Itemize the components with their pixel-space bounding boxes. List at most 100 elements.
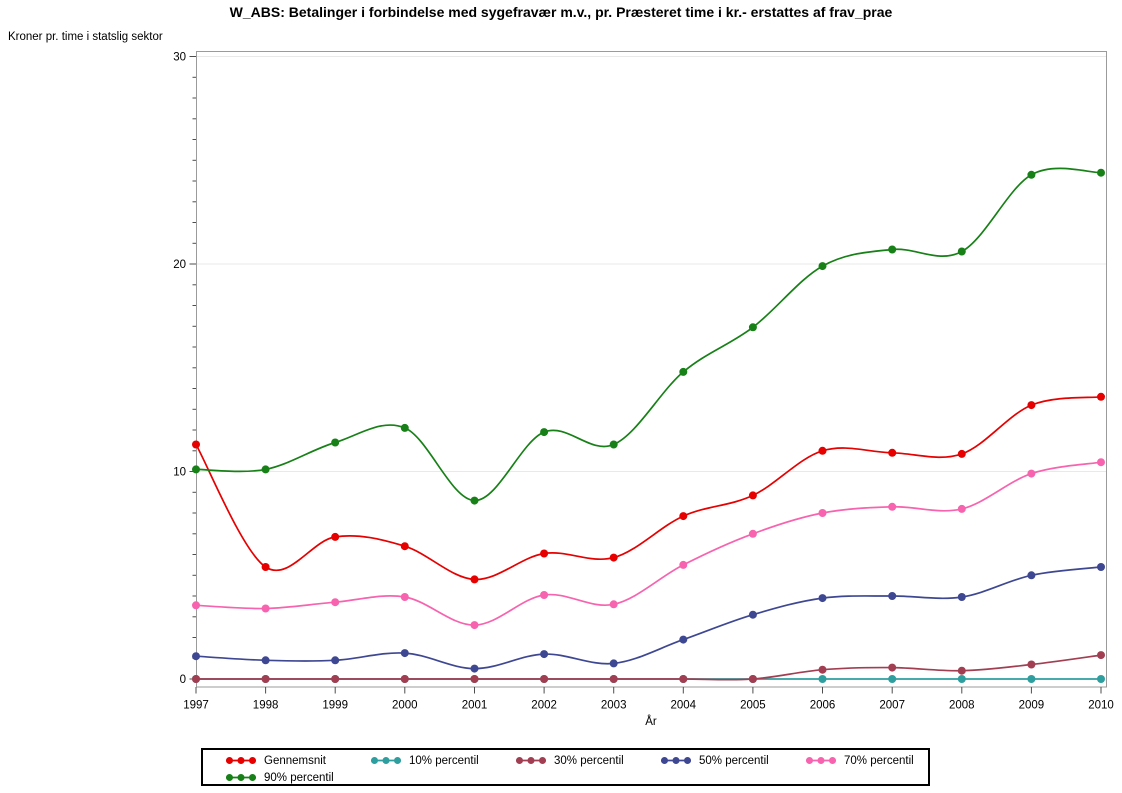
data-point xyxy=(400,649,409,658)
plot-frame xyxy=(196,51,1107,688)
data-point xyxy=(540,650,549,659)
series-70-percentil xyxy=(192,458,1105,630)
x-tick-label: 2010 xyxy=(1088,700,1114,712)
series-line xyxy=(195,461,1102,626)
data-point xyxy=(1097,458,1105,467)
data-point xyxy=(400,423,409,432)
data-point xyxy=(679,560,688,569)
data-point xyxy=(609,600,618,609)
data-point xyxy=(1027,675,1036,683)
data-point xyxy=(400,593,409,601)
legend-item-label: 50% percentil xyxy=(699,754,769,767)
data-point xyxy=(192,465,200,474)
series-line xyxy=(196,654,1102,681)
series-line xyxy=(195,395,1102,581)
data-point xyxy=(1027,170,1036,179)
series-gennemsnit xyxy=(192,392,1105,584)
data-point xyxy=(540,591,549,599)
data-point xyxy=(888,663,897,672)
x-tick-label: 2005 xyxy=(740,700,766,712)
data-point xyxy=(470,675,479,683)
legend: Gennemsnit 10% percentil 30% percentil 50% … xyxy=(201,748,930,786)
x-tick-label: 2001 xyxy=(462,700,488,712)
data-point xyxy=(470,664,479,673)
y-axis: 0 10 20 30 xyxy=(173,52,196,686)
legend-row: Gennemsnit 10% percentil 30% percentil 50% … xyxy=(225,752,928,769)
x-tick-label: 2006 xyxy=(810,700,836,712)
data-point xyxy=(1027,469,1036,478)
data-point xyxy=(192,601,200,610)
data-point xyxy=(609,659,618,668)
data-point xyxy=(957,666,966,675)
legend-item-label: 70% percentil xyxy=(844,754,914,767)
series-90-percentil xyxy=(192,167,1105,505)
data-point xyxy=(540,675,549,683)
data-point xyxy=(679,367,688,376)
x-tick-label: 1997 xyxy=(183,700,209,712)
x-axis-title: År xyxy=(645,716,657,728)
data-point xyxy=(470,496,479,505)
series-50-percentil xyxy=(192,563,1105,673)
gridlines xyxy=(197,56,1106,472)
plot-area: 0 10 20 30 1997 1998 1999 2000 2001 2002 2003 2004 2… xyxy=(173,51,1114,712)
y-tick-label: 10 xyxy=(173,467,186,479)
legend-marker-icon xyxy=(661,757,691,764)
data-point xyxy=(331,598,340,607)
data-point xyxy=(192,440,200,449)
data-point xyxy=(609,675,618,683)
data-point xyxy=(957,675,966,683)
data-point xyxy=(748,323,757,332)
legend-item: Gennemsnit xyxy=(225,755,370,767)
chart-title: W_ABS: Betalinger i forbindelse med syge… xyxy=(229,4,893,20)
data-point xyxy=(818,262,827,271)
legend-item: 90% percentil xyxy=(225,772,370,784)
data-point xyxy=(470,621,479,630)
data-point xyxy=(1027,401,1036,410)
data-point xyxy=(1027,571,1036,580)
data-point xyxy=(1097,168,1105,177)
data-point xyxy=(818,594,827,603)
data-point xyxy=(400,675,409,683)
legend-row: 90% percentil xyxy=(225,769,928,786)
data-point xyxy=(888,502,897,511)
data-point xyxy=(1097,651,1105,660)
legend-marker-icon xyxy=(226,757,256,764)
legend-item-label: 30% percentil xyxy=(554,754,624,767)
series-line xyxy=(195,566,1102,670)
data-point xyxy=(261,656,270,665)
data-point xyxy=(679,512,688,521)
x-tick-label: 2002 xyxy=(531,700,557,712)
legend-item: 50% percentil xyxy=(660,755,805,767)
legend-item-label: 90% percentil xyxy=(264,771,334,784)
data-point xyxy=(679,675,688,683)
data-point xyxy=(540,549,549,558)
data-point xyxy=(261,465,270,474)
data-point xyxy=(400,542,409,551)
x-tick-label: 1999 xyxy=(322,700,348,712)
data-point xyxy=(1097,392,1105,401)
data-point xyxy=(818,446,827,455)
data-point xyxy=(1097,675,1105,683)
data-point xyxy=(331,532,340,541)
series-30-percentil xyxy=(192,651,1105,683)
data-point xyxy=(192,675,200,683)
data-point xyxy=(331,656,340,665)
y-tick-label: 30 xyxy=(173,52,186,64)
data-point xyxy=(261,604,270,613)
data-point xyxy=(748,529,757,538)
legend-marker-icon xyxy=(516,757,546,764)
x-tick-label: 2004 xyxy=(671,700,697,712)
data-point xyxy=(748,675,757,683)
data-point xyxy=(888,675,897,683)
legend-item-label: 10% percentil xyxy=(409,754,479,767)
data-point xyxy=(609,440,618,449)
data-point xyxy=(331,675,340,683)
data-point xyxy=(540,428,549,437)
data-point xyxy=(957,504,966,513)
x-tick-label: 2003 xyxy=(601,700,627,712)
legend-item-label: Gennemsnit xyxy=(264,754,327,767)
data-point xyxy=(1097,563,1105,571)
x-tick-label: 2000 xyxy=(392,700,418,712)
series-line xyxy=(195,167,1102,502)
data-point xyxy=(888,245,897,254)
